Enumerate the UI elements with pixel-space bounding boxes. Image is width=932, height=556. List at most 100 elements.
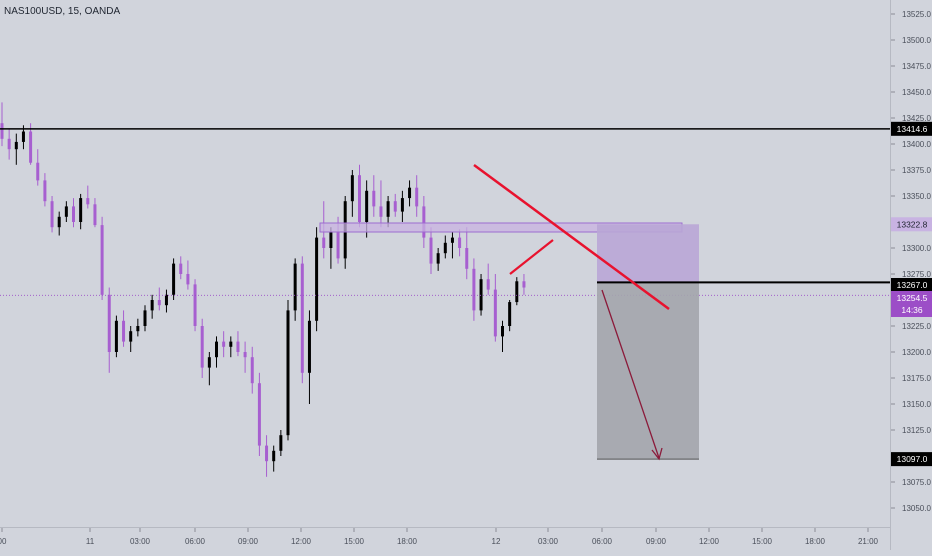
candle-body (143, 310, 147, 326)
candle-body (93, 204, 97, 226)
candle-body (100, 225, 104, 295)
candle-body (501, 326, 504, 337)
candle-body (129, 331, 133, 342)
candle-body (57, 216, 61, 228)
candle-body (250, 357, 254, 384)
price-tick-label: 13225.0 (902, 322, 931, 331)
price-tick-label: 13300.0 (902, 244, 931, 253)
price-tick-label: 13425.0 (902, 114, 931, 123)
price-tick-label: 13475.0 (902, 62, 931, 71)
candle-body (286, 310, 290, 436)
position-risk-zone[interactable] (597, 224, 699, 283)
countdown-label-bg (891, 303, 932, 317)
time-tick-label: 06:00 (592, 537, 613, 546)
descending-trendline[interactable] (473, 163, 670, 311)
candle-body (72, 206, 75, 222)
candle-body (293, 263, 297, 311)
candle-body (200, 326, 204, 368)
candle-body (164, 294, 168, 306)
wedge-trendline[interactable] (509, 239, 554, 275)
target-label-bg (891, 452, 932, 467)
zone-top-label-bg (891, 217, 932, 232)
candle-body (157, 300, 161, 306)
candle-body (436, 253, 440, 264)
candle-body (322, 237, 326, 248)
candles (0, 102, 526, 477)
candle-body (86, 198, 90, 205)
chart-area[interactable]: NAS100USD, 15, OANDA (0, 0, 890, 527)
candle-body (243, 352, 247, 358)
target-label-text: 13097.0 (897, 454, 928, 464)
candle-body (415, 187, 419, 207)
candle-body (172, 263, 176, 295)
horizontal-line-label-text: 13414.6 (897, 124, 928, 134)
last-price-label-text: 13254.5 (897, 293, 928, 303)
time-tick-label: 09:00 (646, 537, 667, 546)
last-price-label-bg (891, 291, 932, 305)
candle-body (114, 320, 118, 352)
candle-body (79, 198, 83, 222)
last-price-label: 13254.5 (891, 291, 932, 305)
candle-body (107, 294, 111, 352)
candle-body (465, 248, 469, 269)
candle-body (508, 302, 512, 326)
candle-body (36, 162, 40, 181)
candlestick-plot[interactable] (0, 0, 890, 527)
time-tick-label: 15:00 (752, 537, 773, 546)
time-tick-label: 11 (86, 537, 95, 546)
price-tick-label: 13200.0 (902, 348, 931, 357)
candle-body (315, 237, 319, 321)
candle-body (472, 268, 476, 311)
price-tick-label: 13125.0 (902, 426, 931, 435)
position-reward-zone[interactable] (597, 282, 699, 460)
price-tick-label: 13375.0 (902, 166, 931, 175)
candle-body (358, 175, 361, 222)
candle-body (450, 237, 454, 243)
candle-body (43, 180, 47, 202)
time-tick-label: 12:00 (699, 537, 720, 546)
candle-body (14, 141, 18, 150)
price-tick-label: 13050.0 (902, 504, 931, 513)
candle-body (21, 131, 25, 142)
time-tick-label: 21:00 (858, 537, 879, 546)
candle-body (307, 320, 311, 373)
price-tick-label: 13400.0 (902, 140, 931, 149)
time-tick-label: 03:00 (538, 537, 559, 546)
zone-top-label: 13322.8 (891, 217, 932, 232)
candle-body (207, 357, 211, 368)
candle-body (186, 274, 190, 285)
price-axis[interactable]: 13525.0 13500.0 13475.0 13450.0 13425.0 13400… (890, 0, 932, 550)
candle-body (515, 281, 519, 303)
candle-body (486, 279, 490, 290)
countdown-label-text: 14:36 (901, 305, 923, 315)
entry-label-text: 13267.0 (897, 280, 928, 290)
symbol-title: NAS100USD, 15, OANDA (4, 6, 121, 17)
price-tick-label: 13075.0 (902, 478, 931, 487)
entry-label-bg (891, 278, 932, 292)
candle-body (365, 190, 369, 222)
candle-body (29, 131, 33, 163)
price-tick-label: 13350.0 (902, 192, 931, 201)
candle-body (493, 289, 497, 337)
candle-body (386, 201, 390, 217)
candle-body (215, 341, 218, 358)
candle-body (329, 232, 333, 248)
candle-body (458, 237, 462, 248)
price-tick-label: 13500.0 (902, 36, 931, 45)
candle-body (193, 284, 197, 326)
projection-arrow[interactable] (601, 289, 660, 459)
candle-body (522, 281, 526, 288)
candle-body (229, 341, 233, 347)
price-tick-label: 13150.0 (902, 400, 931, 409)
time-axis[interactable]: 00 11 03:00 06:00 09:00 12:00 15:00 18:00 12 03:0… (0, 527, 890, 551)
price-tick-label: 13175.0 (902, 374, 931, 383)
time-tick-label: 03:00 (130, 537, 151, 546)
candle-body (393, 201, 397, 212)
candle-body (150, 300, 154, 311)
candle-body (443, 242, 447, 254)
candle-body (279, 435, 283, 451)
time-tick-label: 12 (492, 537, 501, 546)
candle-body (64, 206, 68, 217)
time-tick-label: 18:00 (805, 537, 826, 546)
candle-body (136, 326, 140, 332)
